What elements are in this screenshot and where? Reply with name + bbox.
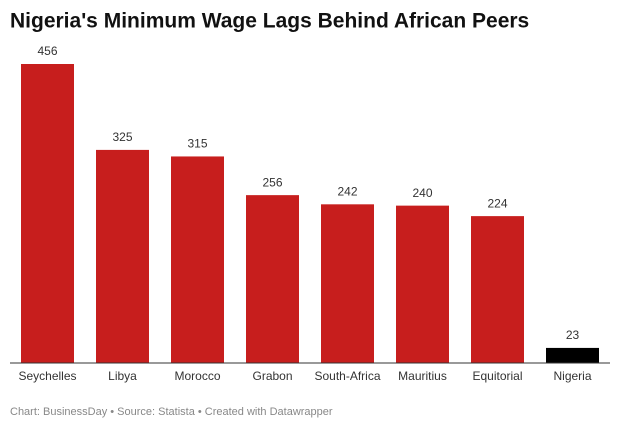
value-label: 315 (187, 137, 207, 151)
value-label: 256 (262, 175, 282, 189)
chart-title: Nigeria's Minimum Wage Lags Behind Afric… (10, 10, 529, 33)
chart-footer: Chart: BusinessDay • Source: Statista • … (10, 406, 333, 418)
value-label: 325 (112, 130, 132, 144)
bar (471, 216, 524, 363)
x-tick-label: Seychelles (18, 369, 76, 383)
x-tick-label: Nigeria (553, 369, 591, 383)
bar (246, 195, 299, 363)
bar (171, 156, 224, 363)
x-tick-label: Equitorial (472, 369, 522, 383)
value-label: 224 (487, 196, 507, 210)
x-tick-label: Mauritius (398, 369, 447, 383)
bar (96, 149, 149, 363)
bar (546, 347, 599, 363)
value-label: 456 (37, 44, 57, 58)
x-tick-label: Morocco (174, 369, 220, 383)
value-label: 240 (412, 186, 432, 200)
x-tick-label: Grabon (252, 369, 292, 383)
value-label: 23 (566, 328, 580, 342)
value-label: 242 (337, 184, 357, 198)
bar (321, 204, 374, 363)
bar (396, 205, 449, 363)
bar (21, 64, 74, 363)
x-tick-label: Libya (108, 369, 137, 383)
x-tick-label: South-Africa (314, 369, 380, 383)
